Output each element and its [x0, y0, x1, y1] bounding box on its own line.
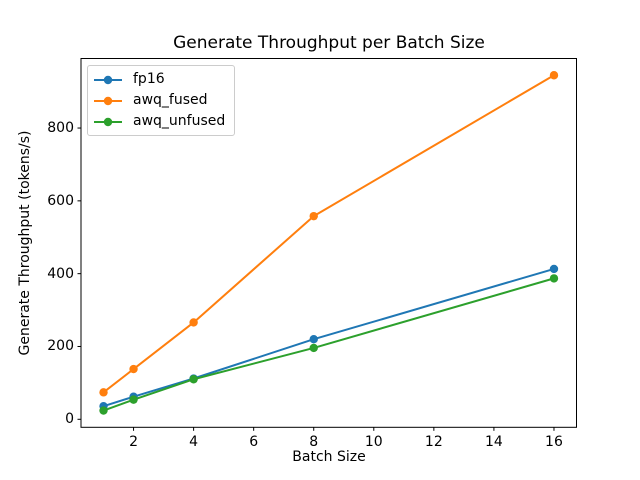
legend-line-icon — [94, 117, 122, 126]
series-marker-awq_fused — [189, 318, 198, 327]
series-marker-awq_fused — [309, 211, 318, 221]
y-tick-label: 400 — [47, 265, 74, 282]
x-tick-label: 4 — [189, 434, 199, 450]
y-axis-label: Generate Throughput (tokens/s) — [17, 130, 33, 356]
series-marker-awq_fused — [99, 388, 108, 397]
series-marker-awq_unfused — [309, 343, 318, 353]
x-tick-label: 14 — [484, 434, 503, 450]
y-tick-label: 800 — [47, 120, 74, 137]
series-marker-awq_unfused — [129, 395, 138, 404]
y-tick-label: 600 — [47, 192, 74, 209]
series-marker-awq_unfused — [99, 406, 108, 415]
legend-line-icon — [94, 96, 122, 105]
x-tick-label: 2 — [129, 434, 139, 450]
x-axis-label: Batch Size — [292, 449, 366, 465]
series-marker-awq_unfused — [189, 375, 198, 384]
series-marker-fp16 — [549, 264, 559, 274]
legend-entry-awq_unfused: awq_unfused — [93, 111, 225, 132]
series-line-fp16 — [102, 267, 555, 408]
y-tick-label: 0 — [65, 411, 74, 428]
legend-label: fp16 — [133, 71, 165, 87]
x-tick-label: 12 — [424, 434, 443, 450]
legend-line-icon — [94, 75, 122, 84]
legend: fp16 awq_fused awq_unfused — [87, 65, 236, 136]
axes-spines — [80, 58, 577, 428]
y-tick-label: 200 — [47, 338, 74, 355]
legend-entry-awq_fused: awq_fused — [93, 90, 225, 111]
series-marker-fp16 — [309, 334, 318, 344]
x-tick-label: 10 — [364, 434, 383, 450]
legend-entry-fp16: fp16 — [93, 69, 225, 90]
legend-label: awq_fused — [133, 92, 208, 108]
series-line-awq_unfused — [102, 277, 555, 412]
x-tick-label: 8 — [309, 434, 319, 450]
legend-label: awq_unfused — [133, 113, 226, 129]
chart-title: Generate Throughput per Batch Size — [173, 33, 485, 53]
series-marker-awq_unfused — [549, 274, 559, 283]
series-marker-awq_fused — [129, 364, 138, 374]
series-marker-awq_fused — [549, 71, 559, 80]
x-tick-label: 6 — [249, 434, 259, 450]
x-tick-label: 16 — [545, 434, 563, 450]
